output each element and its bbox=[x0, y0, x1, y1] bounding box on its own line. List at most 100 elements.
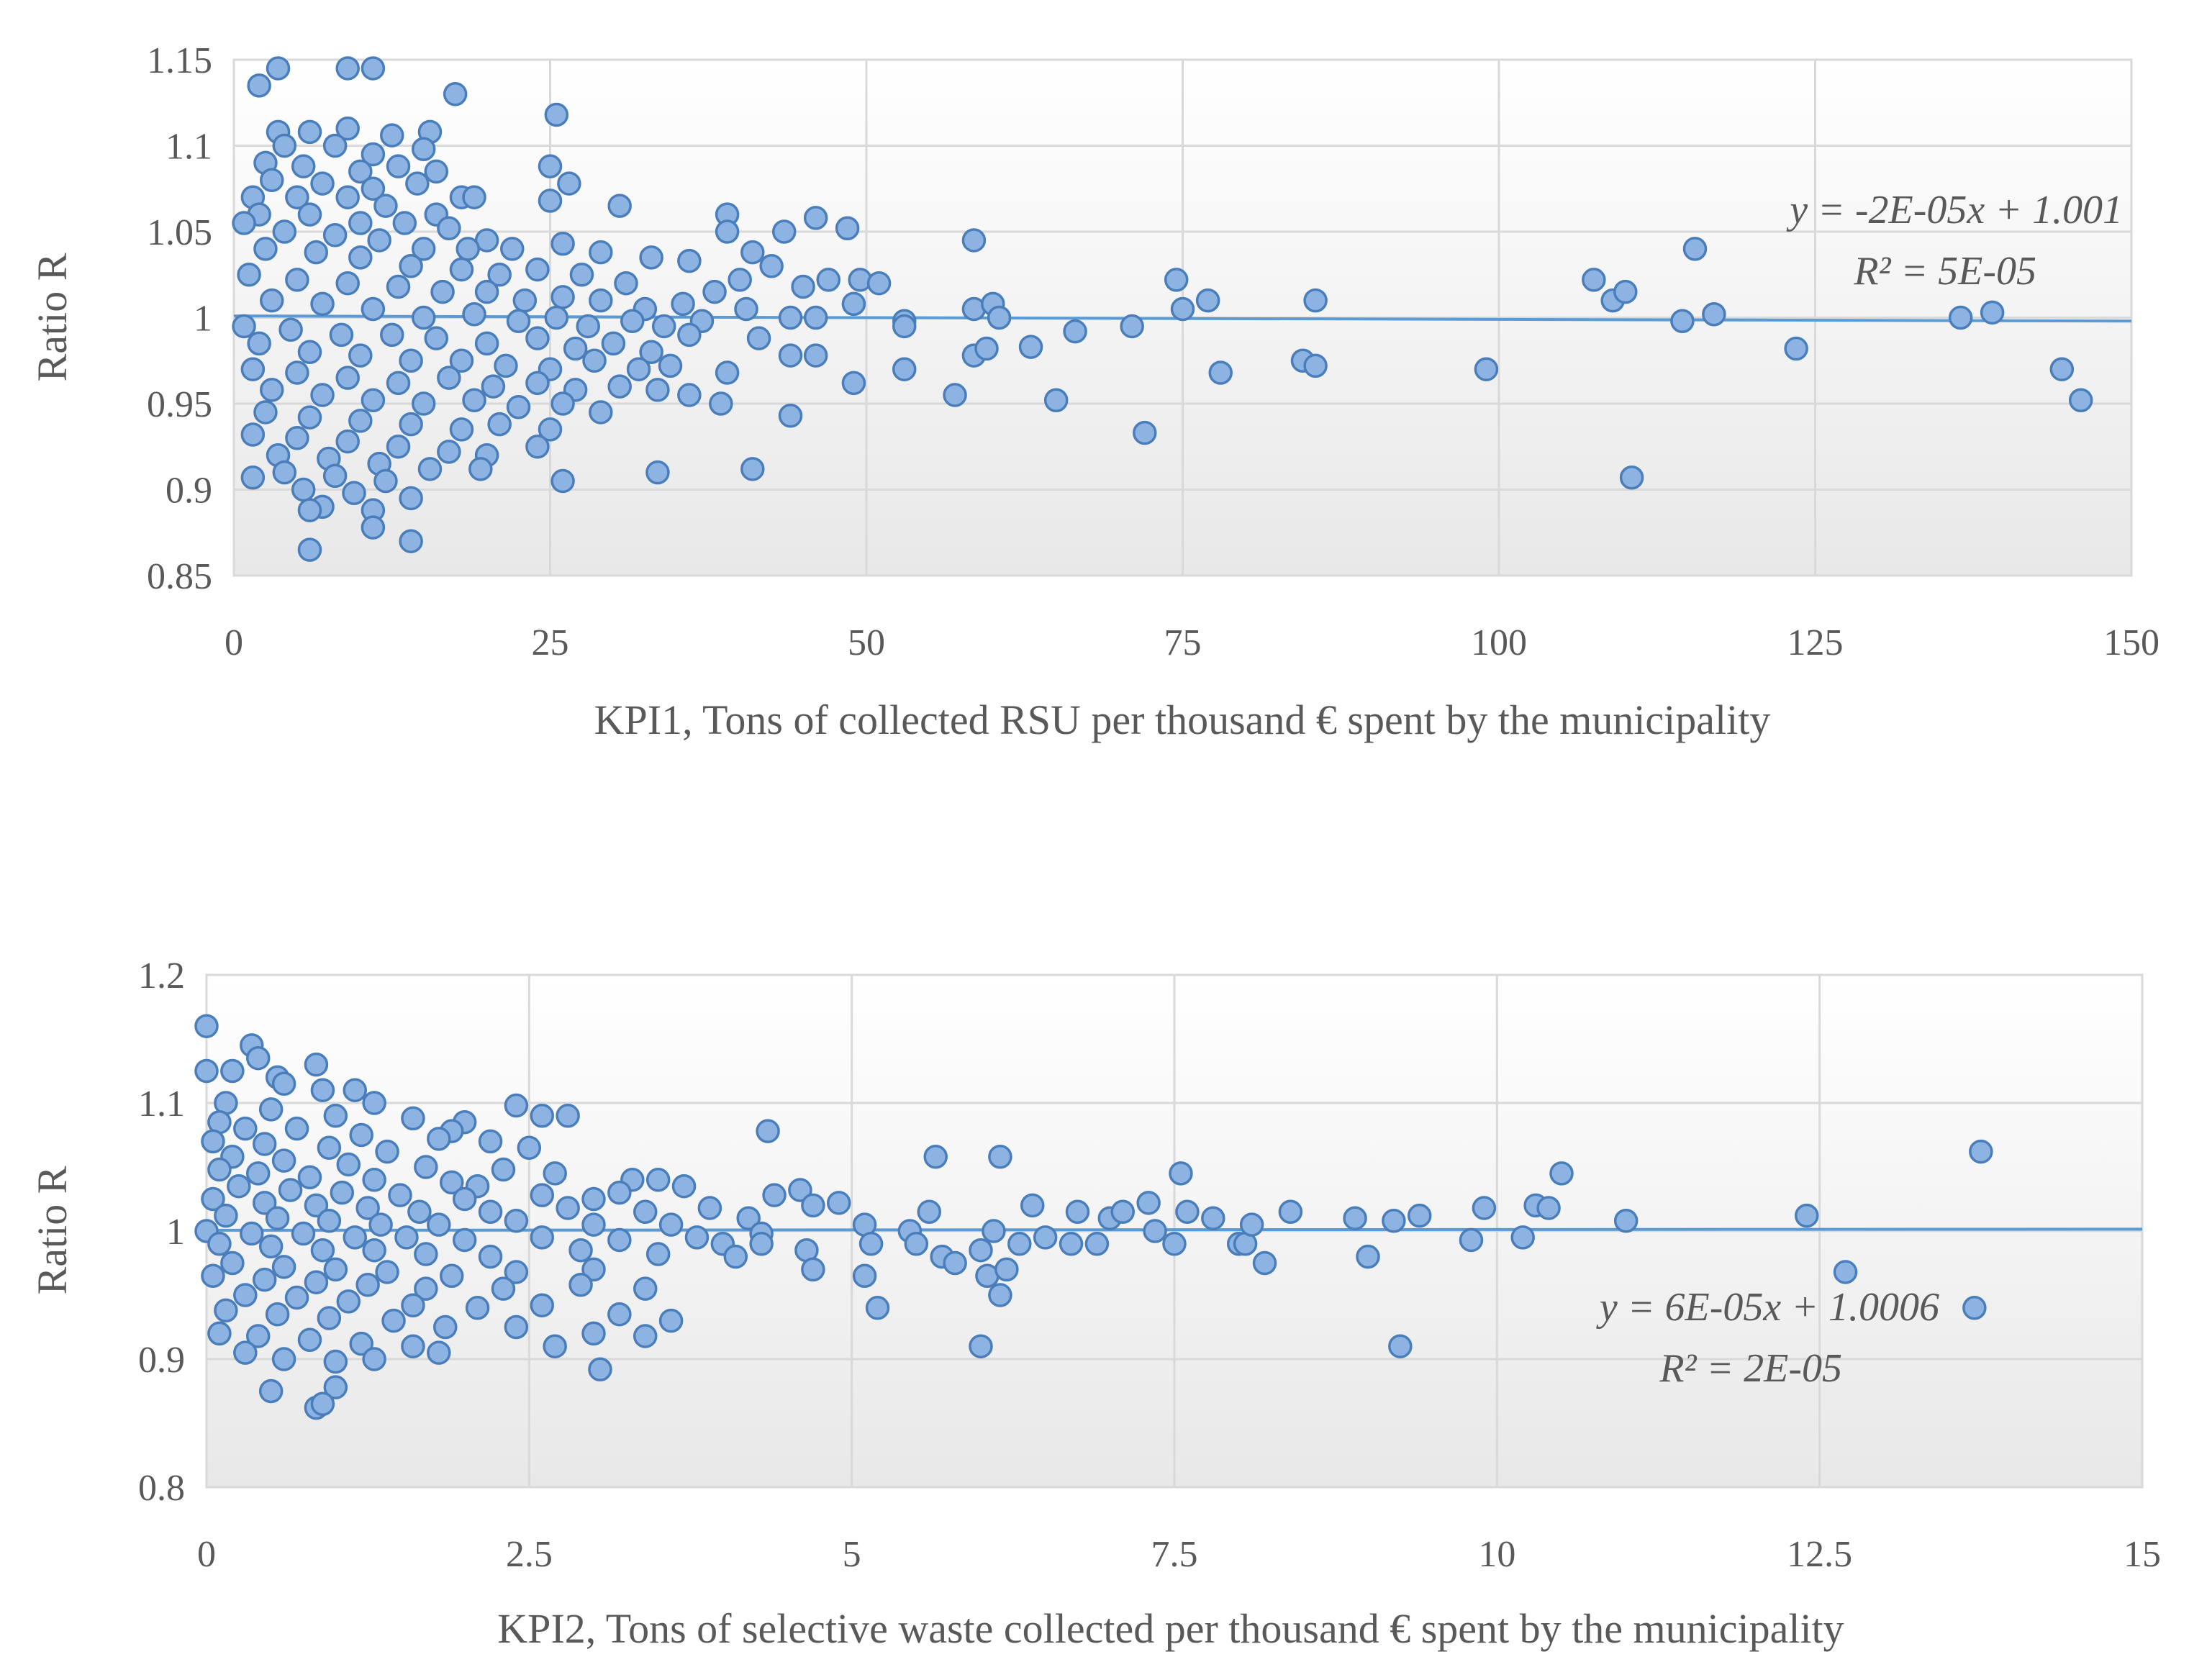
data-point bbox=[233, 1340, 258, 1365]
y-tick-label: 1.05 bbox=[147, 212, 212, 253]
data-point bbox=[544, 305, 569, 330]
data-point bbox=[550, 285, 575, 309]
data-point bbox=[576, 314, 600, 339]
x-tick-label: 125 bbox=[1787, 622, 1844, 663]
data-point bbox=[330, 1180, 355, 1205]
data-point bbox=[335, 56, 360, 81]
data-point bbox=[974, 336, 999, 361]
x-tick-label: 15 bbox=[2124, 1534, 2161, 1575]
data-point bbox=[740, 457, 765, 481]
data-point bbox=[424, 159, 449, 184]
data-point bbox=[1613, 1209, 1639, 1233]
data-point bbox=[310, 1391, 335, 1417]
data-point bbox=[525, 435, 550, 459]
data-point bbox=[399, 254, 423, 278]
data-point bbox=[801, 1193, 825, 1218]
data-point bbox=[778, 403, 803, 428]
data-point bbox=[258, 1234, 284, 1259]
data-point bbox=[265, 1206, 290, 1230]
data-point bbox=[266, 56, 291, 81]
data-point bbox=[530, 1183, 555, 1207]
data-point bbox=[1208, 360, 1233, 385]
data-point bbox=[1065, 1199, 1090, 1225]
data-point bbox=[715, 360, 740, 385]
data-point bbox=[411, 237, 436, 261]
data-point bbox=[240, 357, 266, 381]
data-point bbox=[252, 1132, 277, 1156]
data-point bbox=[988, 1283, 1012, 1307]
data-point bbox=[1162, 1232, 1187, 1256]
data-point bbox=[1536, 1196, 1561, 1220]
data-point bbox=[433, 1315, 458, 1340]
data-point bbox=[414, 1242, 438, 1266]
data-point bbox=[589, 240, 613, 265]
data-point bbox=[386, 274, 411, 299]
data-point bbox=[348, 159, 373, 184]
data-point bbox=[304, 1052, 329, 1077]
data-point bbox=[589, 288, 613, 313]
data-point bbox=[373, 194, 398, 218]
data-point bbox=[271, 1071, 296, 1096]
y-tick-label: 0.8 bbox=[138, 1468, 185, 1509]
data-point bbox=[538, 417, 563, 442]
data-point bbox=[247, 73, 271, 98]
data-point bbox=[543, 1334, 567, 1358]
data-point bbox=[677, 322, 702, 348]
x-tick-label: 50 bbox=[848, 622, 885, 663]
data-point bbox=[588, 1357, 612, 1381]
data-point bbox=[892, 314, 917, 339]
trendline bbox=[206, 1227, 2143, 1232]
data-point bbox=[220, 1058, 245, 1084]
data-point bbox=[240, 422, 266, 447]
data-point bbox=[1794, 1203, 1819, 1228]
data-point bbox=[1980, 300, 2005, 325]
data-point bbox=[220, 1250, 245, 1276]
data-point bbox=[456, 237, 480, 261]
data-point bbox=[323, 1104, 348, 1128]
data-point bbox=[626, 357, 651, 381]
x-tick-label: 150 bbox=[2103, 622, 2159, 663]
data-point bbox=[762, 1183, 787, 1207]
data-point bbox=[969, 1334, 993, 1358]
data-point bbox=[684, 1225, 710, 1250]
data-point bbox=[284, 1285, 309, 1310]
data-point bbox=[1303, 288, 1328, 313]
data-point bbox=[201, 1263, 225, 1289]
plot-area-frame bbox=[232, 58, 2133, 577]
y-axis-title: Ratio R bbox=[29, 1166, 76, 1294]
data-point bbox=[285, 268, 309, 292]
data-point bbox=[386, 435, 411, 459]
data-point bbox=[430, 279, 455, 304]
data-point bbox=[323, 1375, 348, 1399]
data-point bbox=[1343, 1206, 1367, 1230]
data-point bbox=[715, 219, 740, 244]
data-point bbox=[233, 1116, 258, 1141]
data-point bbox=[272, 133, 297, 158]
data-point bbox=[414, 1155, 438, 1179]
data-point bbox=[607, 1227, 632, 1253]
data-point bbox=[671, 1173, 697, 1199]
data-point bbox=[348, 409, 373, 433]
data-point bbox=[272, 219, 297, 244]
data-point bbox=[297, 119, 322, 145]
data-point bbox=[517, 1135, 542, 1161]
data-point bbox=[207, 1157, 232, 1182]
data-point bbox=[1784, 336, 1808, 361]
data-point bbox=[556, 1196, 580, 1220]
data-point bbox=[557, 171, 581, 196]
data-point bbox=[487, 263, 512, 287]
data-point bbox=[214, 1298, 238, 1323]
data-point bbox=[271, 1148, 296, 1173]
data-point bbox=[1084, 1232, 1110, 1256]
data-point bbox=[361, 388, 386, 412]
data-point bbox=[771, 219, 797, 244]
data-point bbox=[904, 1232, 929, 1256]
data-point bbox=[607, 1180, 632, 1205]
data-point bbox=[734, 296, 758, 322]
data-point bbox=[1170, 296, 1195, 322]
data-point bbox=[943, 1250, 967, 1276]
data-point bbox=[291, 477, 316, 502]
data-point bbox=[645, 378, 670, 402]
data-point bbox=[550, 231, 575, 256]
